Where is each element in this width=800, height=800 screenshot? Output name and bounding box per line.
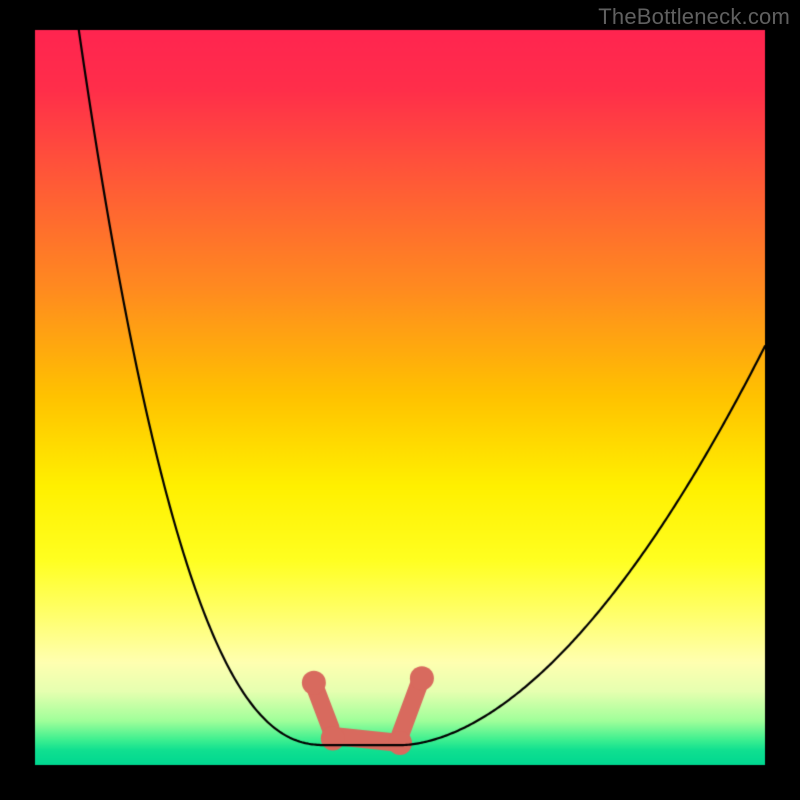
bottleneck-curve-chart xyxy=(0,0,800,800)
watermark-text: TheBottleneck.com xyxy=(598,4,790,30)
